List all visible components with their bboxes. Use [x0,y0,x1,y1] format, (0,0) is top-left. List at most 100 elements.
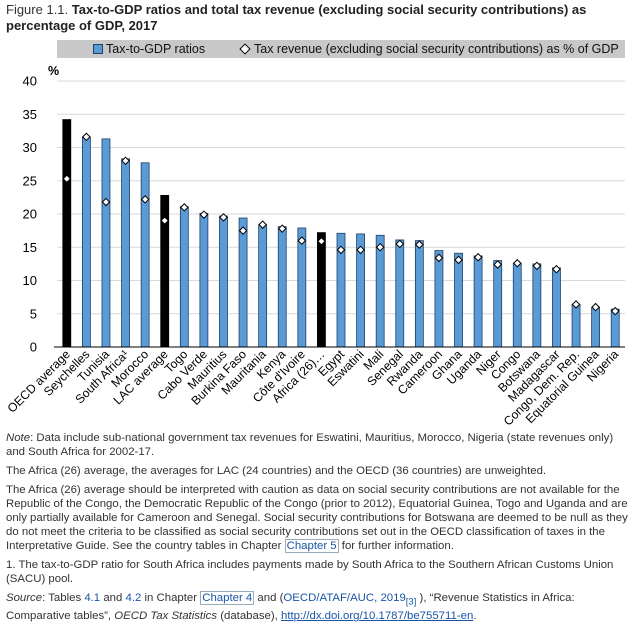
diamond-marker [277,224,287,233]
bar [591,306,601,348]
note-paragraph: Note: Data include sub-national governme… [6,431,634,459]
diamond-marker [238,226,248,235]
diamond-marker [62,174,72,184]
source-label: Source [6,592,43,604]
diamond-marker [356,245,365,255]
doi-link[interactable]: http://dx.doi.org/10.1787/be755711-en [280,610,474,623]
bar [179,206,189,348]
diamond-marker [473,252,483,262]
diamond-marker [180,203,189,212]
y-tick-label: 0 [30,340,37,355]
diamond-marker [552,264,561,274]
diamond-marker [82,132,91,142]
note-text: : Data include sub-national government t… [6,432,614,458]
bar [297,227,307,348]
bar [238,217,248,348]
y-tick-label: 15 [23,240,37,255]
diamond-marker [140,195,150,204]
y-tick-label: 10 [23,273,37,288]
diamond-marker [160,216,170,225]
bar [101,138,111,348]
diamond-marker [395,239,405,249]
source-text-2: ), “Revenue Statistics in Africa: Compar… [6,592,575,623]
bar [219,215,228,348]
bar [140,162,150,348]
caution-paragraph: The Africa (26) average should be interp… [6,483,634,553]
diamond-marker [258,220,267,229]
bar [512,262,522,348]
bar-swatch-icon [93,43,103,54]
footnote-paragraph: 1. The tax-to-GDP ratio for South Africa… [6,559,614,585]
diamond-marker [219,213,228,222]
diamond-marker-icon [239,43,251,55]
table-4-2-link[interactable]: 4.2 [125,592,142,604]
bar [199,212,209,348]
bar [258,224,268,348]
diamond-marker [336,245,346,255]
diamond-marker [493,260,502,269]
y-axis-label: % [48,64,59,78]
diamond-marker [532,261,542,271]
table-4-1-link-text[interactable]: 4.1 [84,592,101,604]
source-and-open: and ( [254,592,284,604]
bar [277,226,287,348]
source-database: OECD Tax Statistics [114,610,218,623]
bar [375,234,385,348]
bar [571,304,581,348]
diamond-marker [121,156,130,166]
chapter-5-link[interactable]: Chapter 5 [284,539,339,553]
diamond-marker [199,210,209,219]
bar [473,255,483,348]
chart-legend: Tax-to-GDP ratios Tax revenue (excluding… [57,40,625,58]
y-tick-label: 30 [23,140,37,155]
diamond-marker [454,255,463,265]
bar [493,260,503,348]
bar [121,158,130,348]
y-tick-label: 5 [30,306,37,321]
bar [317,232,326,348]
caution-text: The Africa (26) average should be interp… [6,484,628,552]
figure-label: Figure 1.1. [6,2,69,17]
bar [414,240,424,348]
legend-item-markers: Tax revenue (excluding social security c… [239,40,619,58]
legend-item-bars: Tax-to-GDP ratios [93,40,205,58]
diamond-marker [591,302,600,312]
source-text: : Tables [42,592,85,604]
diamond-marker [434,253,444,263]
bar [395,239,405,348]
source-paragraph: Source: Tables 4.1 and 4.2 in Chapter Ch… [6,591,634,623]
source-period: . [473,610,477,623]
oecd-reference-link[interactable]: OECD/ATAF/AUC, 2019 [283,592,406,604]
diamond-marker [375,242,385,252]
figure-title-text: Tax-to-GDP ratios and total tax revenue … [6,2,587,33]
bar [81,136,91,348]
bar [454,252,463,348]
figure-title: Figure 1.1. Tax-to-GDP ratios and total … [6,2,632,34]
chapter-4-link[interactable]: Chapter 4 [200,591,255,605]
source-in-chapter: in Chapter [141,592,201,604]
y-tick-label: 20 [23,207,37,222]
y-tick-label: 35 [23,107,37,122]
note-label: Note [6,432,31,444]
bar [434,250,444,348]
legend-marker-label: Tax revenue (excluding social security c… [254,42,619,56]
diamond-marker [101,197,111,207]
source-text-3: (database), [217,610,281,623]
legend-bar-label: Tax-to-GDP ratios [106,42,206,56]
reference-number[interactable]: [3] [405,596,417,608]
averages-paragraph: The Africa (26) average, the averages fo… [6,465,547,477]
diamond-marker [512,258,522,268]
diamond-marker [610,306,620,316]
diamond-marker [415,240,424,249]
bar [62,119,72,348]
y-tick-label: 40 [23,74,37,89]
y-tick-label: 25 [23,173,37,188]
diamond-marker [297,236,307,245]
bar [552,267,561,348]
bar [532,263,542,348]
caution-text-end: for further information. [338,540,454,552]
chart-notes: Note: Data include sub-national governme… [6,431,634,628]
diamond-marker [571,300,581,309]
source-and: and [100,592,126,604]
